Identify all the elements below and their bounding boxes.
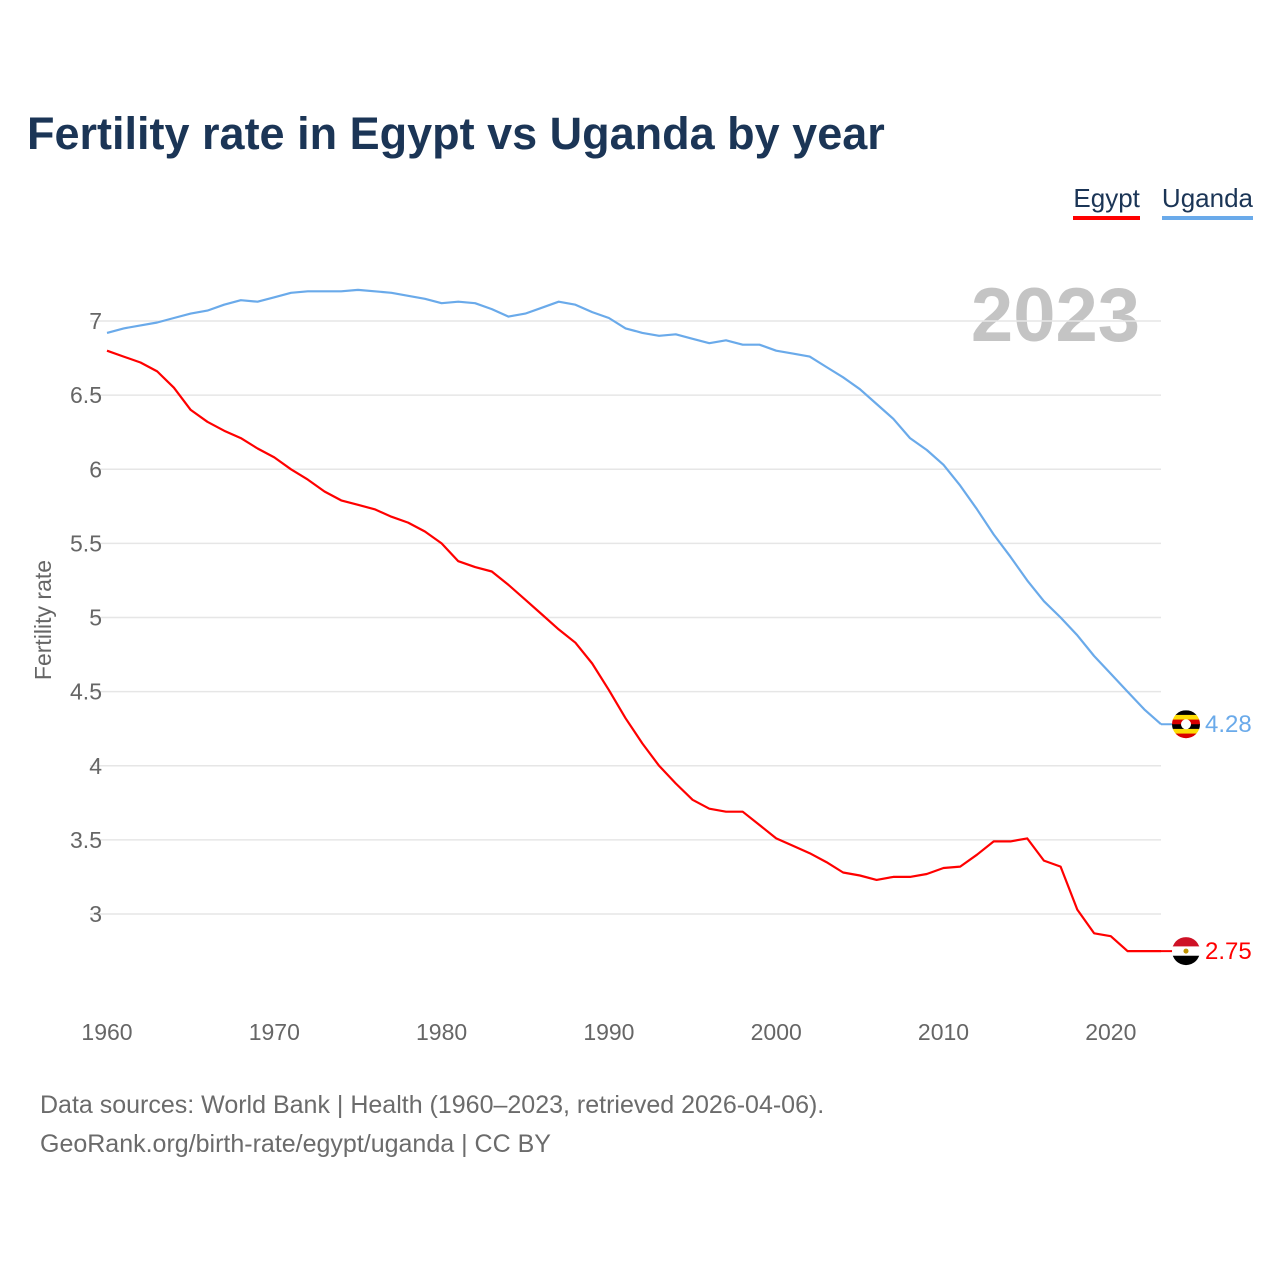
source-line-2[interactable]: GeoRank.org/birth-rate/egypt/uganda | CC… xyxy=(40,1130,551,1158)
series-line-uganda xyxy=(106,288,1162,726)
x-tick-label: 1980 xyxy=(416,1019,467,1045)
y-axis-label: Fertility rate xyxy=(30,560,56,680)
legend-egypt[interactable]: Egypt xyxy=(1073,183,1140,220)
y-tick-label: 4 xyxy=(89,753,102,779)
x-tick-label: 2000 xyxy=(751,1019,802,1045)
legend: Egypt Uganda xyxy=(1073,183,1253,220)
flag-stripe xyxy=(1172,955,1200,966)
y-tick-label: 3.5 xyxy=(70,827,102,853)
y-tick-label: 7 xyxy=(89,308,102,334)
x-tick-label: 1970 xyxy=(249,1019,300,1045)
x-tick-label: 2020 xyxy=(1085,1019,1136,1045)
legend-uganda[interactable]: Uganda xyxy=(1161,183,1253,220)
x-tick-label: 1990 xyxy=(583,1019,634,1045)
y-tick-label: 3 xyxy=(89,901,102,927)
chart-title: Fertility rate in Egypt vs Uganda by yea… xyxy=(27,108,885,159)
end-value-label: 2.75 xyxy=(1205,938,1252,965)
x-tick-label: 1960 xyxy=(81,1019,132,1045)
y-tick-label: 6 xyxy=(89,456,102,482)
year-watermark: 2023 xyxy=(971,273,1140,358)
source-note: Data sources: World Bank | Health (1960–… xyxy=(40,1086,824,1164)
source-line-1: Data sources: World Bank | Health (1960–… xyxy=(40,1091,825,1119)
flag-egypt-icon xyxy=(1172,937,1200,966)
end-value-label: 4.28 xyxy=(1205,711,1252,738)
y-tick-label: 6.5 xyxy=(70,382,102,408)
flag-stripe xyxy=(1172,710,1200,716)
y-tick-label: 5 xyxy=(89,605,102,631)
flag-stripe xyxy=(1172,714,1200,721)
y-tick-label: 4.5 xyxy=(70,679,102,705)
y-tick-label: 5.5 xyxy=(70,530,102,556)
series-line-egypt xyxy=(106,349,1161,953)
flag-uganda-icon xyxy=(1172,710,1200,739)
flag-emblem xyxy=(1181,719,1191,730)
flag-stripe xyxy=(1172,733,1200,739)
flag-stripe xyxy=(1172,728,1200,735)
x-tick-label: 2010 xyxy=(918,1019,969,1045)
flag-stripe xyxy=(1172,937,1200,947)
flag-emblem xyxy=(1183,948,1189,954)
